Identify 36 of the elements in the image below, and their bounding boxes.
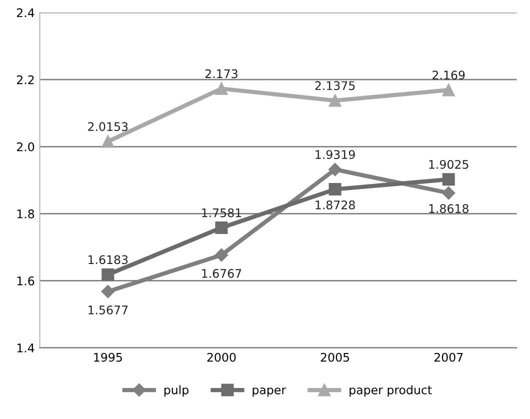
data-label: 2.1375	[315, 81, 355, 90]
y-tick-label: 2.0	[16, 142, 34, 152]
point	[442, 173, 455, 186]
x-tick-label: 2000	[207, 352, 236, 362]
data-label: 1.6767	[202, 268, 242, 278]
x-tick-label: 1995	[94, 352, 122, 362]
y-tick-label: 2.4	[16, 8, 34, 18]
legend-label: pulp	[164, 385, 188, 397]
legend-label: paper	[252, 388, 286, 397]
point	[328, 162, 342, 176]
data-label: 1.9025	[429, 160, 468, 169]
data-label: 1.9319	[316, 150, 355, 160]
y-tick-label: 1.8	[17, 209, 34, 218]
data-label: 2.0153	[88, 122, 128, 132]
y-tick-label: 2.2	[16, 75, 34, 84]
data-label: 1.8728	[316, 200, 355, 210]
point	[101, 284, 114, 298]
point	[102, 268, 114, 281]
point	[442, 186, 456, 200]
data-label: 2.173	[205, 69, 238, 78]
point	[214, 248, 228, 262]
x-tick-label: 2005	[320, 352, 350, 362]
point	[215, 82, 228, 95]
point	[102, 135, 114, 148]
y-tick-label: 1.6	[17, 276, 34, 286]
point	[442, 84, 455, 96]
data-label: 1.5677	[88, 305, 128, 314]
data-label: 2.169	[432, 70, 465, 80]
point	[215, 221, 228, 234]
legend-label: paper product	[350, 385, 432, 397]
point	[328, 183, 342, 196]
point	[328, 94, 342, 107]
x-tick-label: 2007	[434, 352, 463, 362]
data-label: 1.8618	[429, 204, 468, 214]
data-label: 1.6183	[88, 255, 128, 264]
y-tick-label: 1.4	[17, 344, 34, 352]
